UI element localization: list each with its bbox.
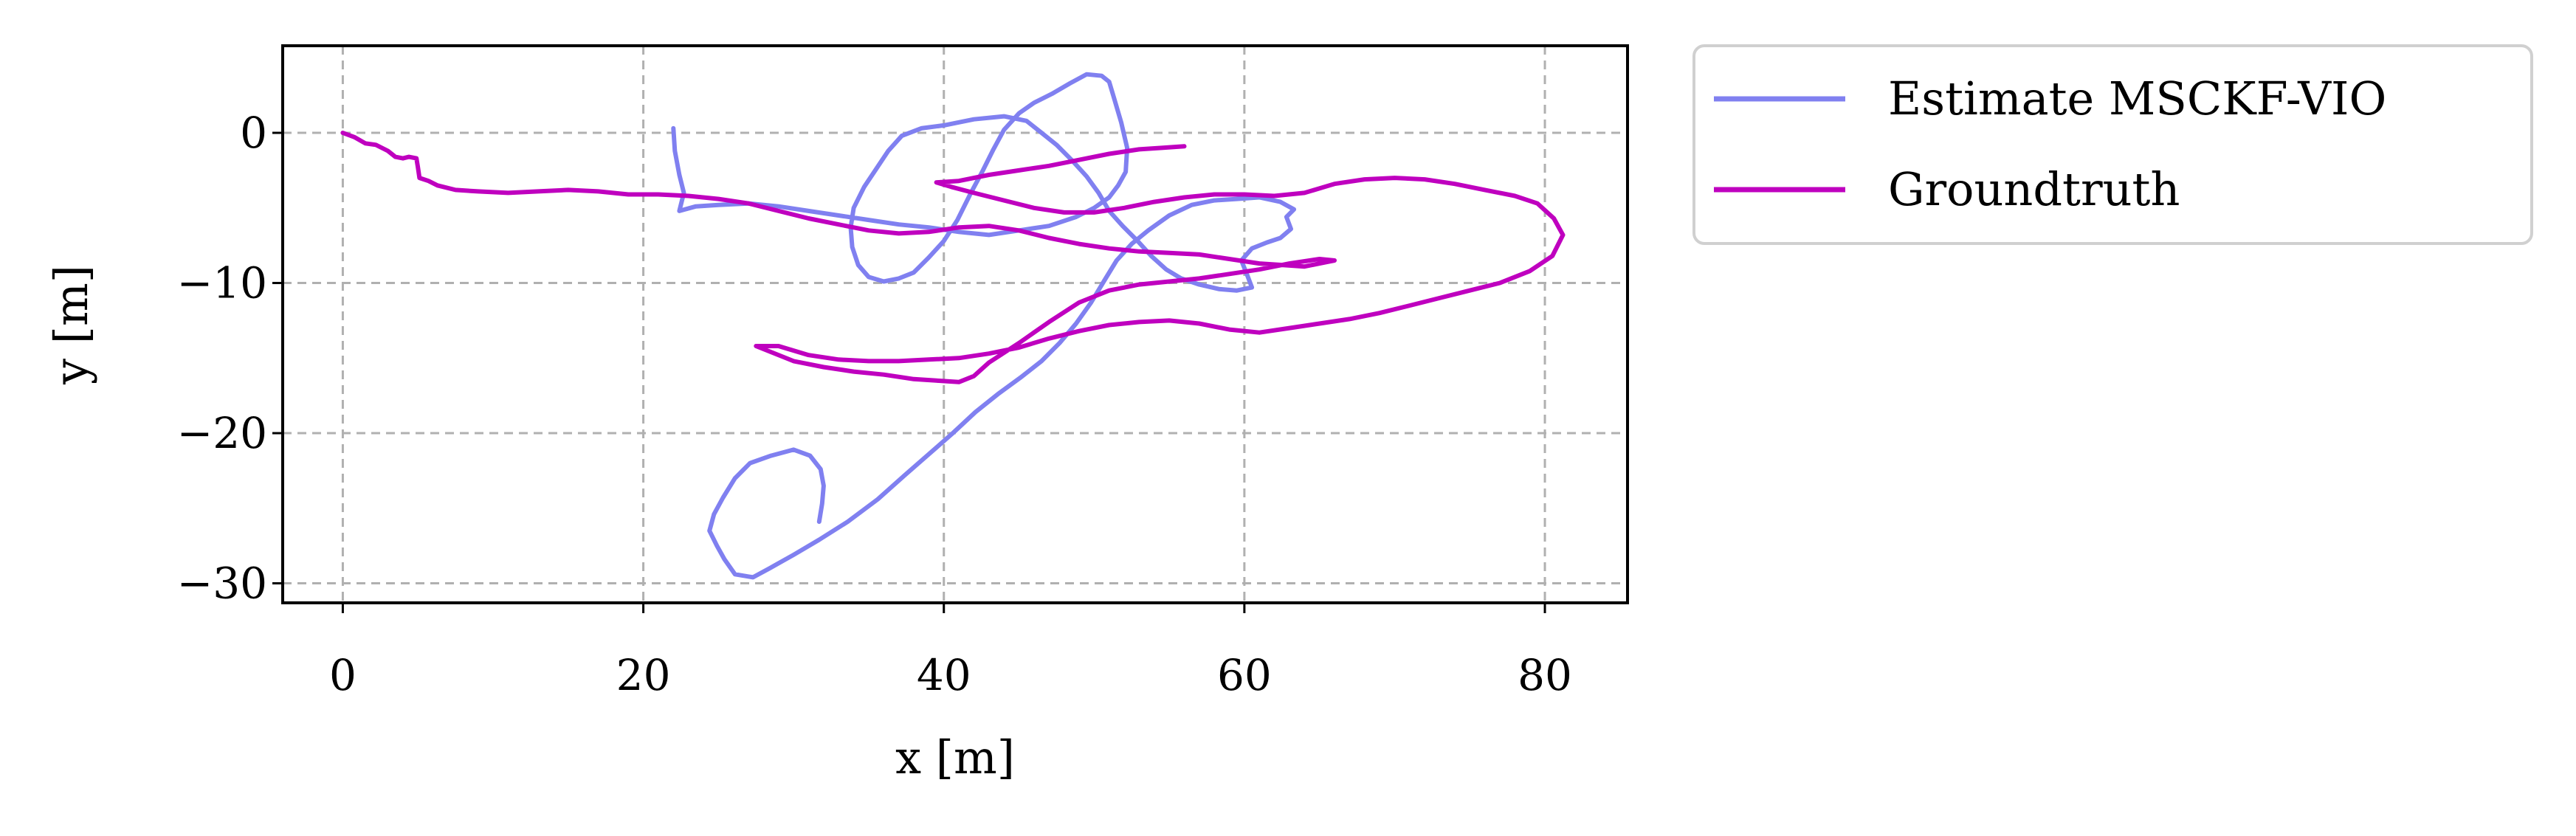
x-tick-label: 0: [329, 650, 357, 700]
x-tick-label: 80: [1518, 650, 1572, 700]
legend-label-groundtruth: Groundtruth: [1888, 162, 2180, 216]
legend: Estimate MSCKF-VIO Groundtruth: [1692, 44, 2533, 245]
y-tick-label: 0: [240, 108, 267, 158]
y-axis-ticks: 0 −10 −20 −30: [177, 108, 283, 609]
plot-background: [283, 46, 1628, 603]
x-axis-ticks: 0 20 40 60 80: [329, 603, 1572, 700]
y-tick-label: −30: [177, 559, 267, 609]
legend-box: [1692, 44, 2533, 245]
y-tick-label: −20: [177, 408, 267, 458]
x-axis-label: x [m]: [895, 730, 1015, 784]
plot-frame: [281, 44, 1629, 604]
x-tick-label: 20: [616, 650, 671, 700]
y-axis-label: y [m]: [44, 265, 98, 385]
series-estimate-line: [671, 72, 1297, 580]
x-tick-label: 60: [1217, 650, 1272, 700]
series-lines: [340, 72, 1566, 580]
x-tick-label: 40: [917, 650, 971, 700]
y-tick-label: −10: [177, 258, 267, 308]
legend-label-estimate: Estimate MSCKF-VIO: [1888, 72, 2386, 125]
series-groundtruth-line: [340, 131, 1566, 384]
